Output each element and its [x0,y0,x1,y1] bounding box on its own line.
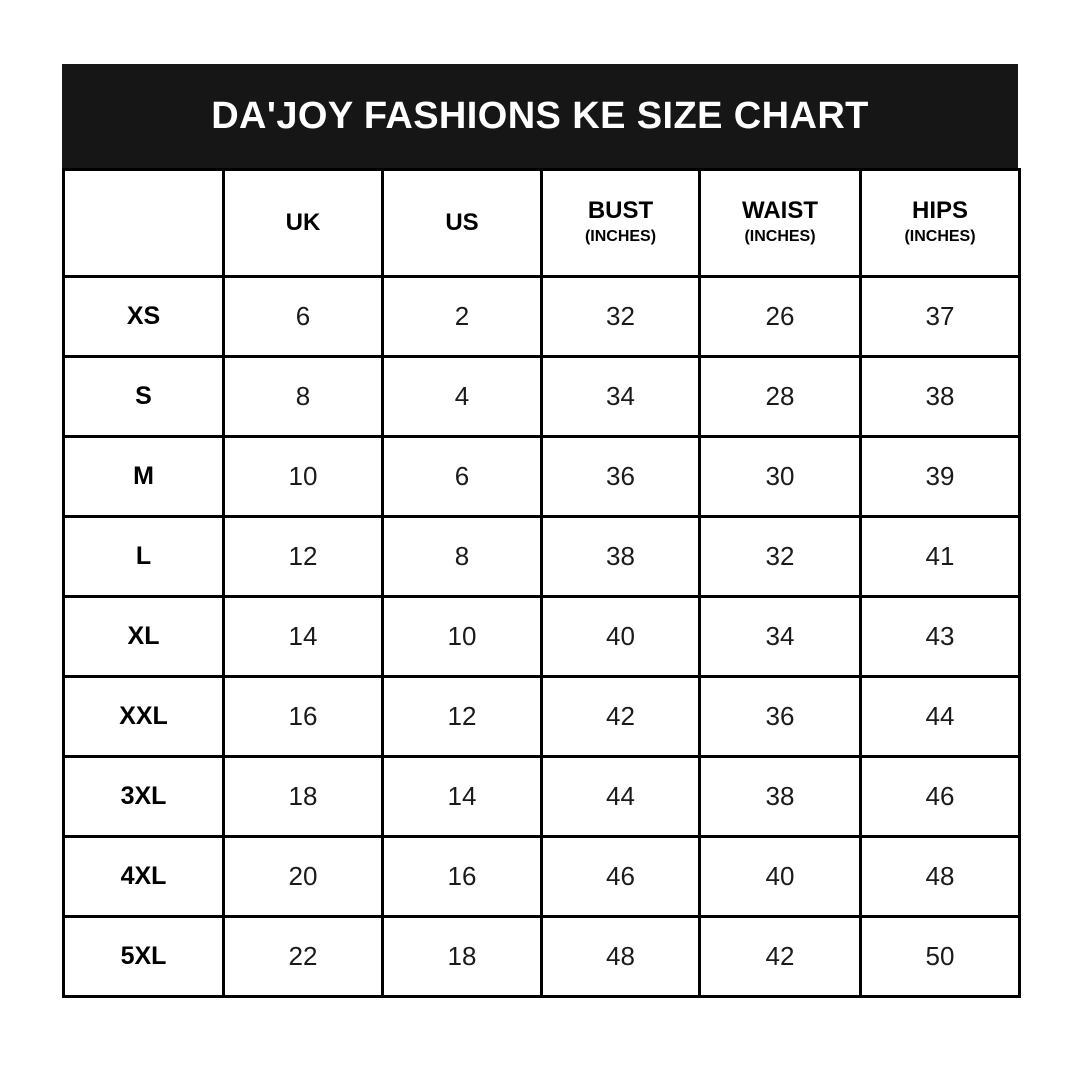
table-row: 4XL 20 16 46 40 48 [62,835,1021,918]
size-chart-container: DA'JOY FASHIONS KE SIZE CHART UK US [62,64,1021,998]
cell-bust: 48 [540,915,701,998]
page-title: DA'JOY FASHIONS KE SIZE CHART [211,95,869,137]
table-row: XL 14 10 40 34 43 [62,595,1021,678]
cell-hips: 46 [859,755,1021,838]
cell-us: 18 [381,915,543,998]
cell-bust: 40 [540,595,701,678]
cell-bust: 32 [540,275,701,358]
cell-uk: 10 [222,435,384,518]
cell-size: L [62,515,225,598]
cell-us: 4 [381,355,543,438]
cell-waist: 32 [698,515,862,598]
cell-hips: 41 [859,515,1021,598]
cell-uk: 8 [222,355,384,438]
cell-bust: 34 [540,355,701,438]
column-header-size [62,168,225,278]
cell-uk: 14 [222,595,384,678]
cell-hips: 48 [859,835,1021,918]
cell-us: 14 [381,755,543,838]
cell-waist: 34 [698,595,862,678]
column-header-waist-unit: (INCHES) [744,228,816,246]
cell-size: XXL [62,675,225,758]
cell-hips: 38 [859,355,1021,438]
size-chart-table: UK US BUST (INCHES) WAIST (INCHES) HIPS [62,168,1021,998]
cell-us: 8 [381,515,543,598]
table-row: S 8 4 34 28 38 [62,355,1021,438]
chart-title-bar: DA'JOY FASHIONS KE SIZE CHART [62,64,1018,168]
cell-hips: 44 [859,675,1021,758]
cell-waist: 42 [698,915,862,998]
column-header-uk-label: UK [285,208,321,236]
cell-size: 5XL [62,915,225,998]
table-header-row: UK US BUST (INCHES) WAIST (INCHES) HIPS [62,168,1021,278]
cell-size: XS [62,275,225,358]
cell-us: 12 [381,675,543,758]
column-header-us-label: US [445,208,479,236]
cell-bust: 36 [540,435,701,518]
column-header-bust: BUST (INCHES) [540,168,701,278]
cell-hips: 43 [859,595,1021,678]
table-row: XXL 16 12 42 36 44 [62,675,1021,758]
cell-uk: 12 [222,515,384,598]
column-header-bust-unit: (INCHES) [584,228,657,246]
cell-uk: 20 [222,835,384,918]
cell-us: 10 [381,595,543,678]
column-header-hips: HIPS (INCHES) [859,168,1021,278]
column-header-us: US [381,168,543,278]
table-row: L 12 8 38 32 41 [62,515,1021,598]
column-header-hips-unit: (INCHES) [904,228,976,246]
cell-uk: 18 [222,755,384,838]
table-body: XS 6 2 32 26 37 S 8 4 34 28 38 M 1 [62,275,1021,998]
cell-size: XL [62,595,225,678]
cell-size: S [62,355,225,438]
cell-hips: 39 [859,435,1021,518]
cell-bust: 42 [540,675,701,758]
cell-bust: 38 [540,515,701,598]
cell-size: 3XL [62,755,225,838]
cell-size: 4XL [62,835,225,918]
table-row: XS 6 2 32 26 37 [62,275,1021,358]
cell-waist: 38 [698,755,862,838]
column-header-bust-label: BUST [587,197,654,225]
cell-waist: 40 [698,835,862,918]
table-header: UK US BUST (INCHES) WAIST (INCHES) HIPS [62,168,1021,278]
cell-us: 2 [381,275,543,358]
cell-waist: 26 [698,275,862,358]
cell-waist: 36 [698,675,862,758]
cell-us: 6 [381,435,543,518]
cell-bust: 44 [540,755,701,838]
column-header-waist: WAIST (INCHES) [698,168,862,278]
column-header-uk: UK [222,168,384,278]
cell-uk: 22 [222,915,384,998]
cell-bust: 46 [540,835,701,918]
cell-waist: 28 [698,355,862,438]
table-row: M 10 6 36 30 39 [62,435,1021,518]
table-row: 5XL 22 18 48 42 50 [62,915,1021,998]
cell-hips: 50 [859,915,1021,998]
cell-us: 16 [381,835,543,918]
cell-uk: 16 [222,675,384,758]
column-header-hips-label: HIPS [911,197,968,225]
cell-size: M [62,435,225,518]
column-header-waist-label: WAIST [742,197,818,225]
table-row: 3XL 18 14 44 38 46 [62,755,1021,838]
cell-hips: 37 [859,275,1021,358]
cell-waist: 30 [698,435,862,518]
cell-uk: 6 [222,275,384,358]
